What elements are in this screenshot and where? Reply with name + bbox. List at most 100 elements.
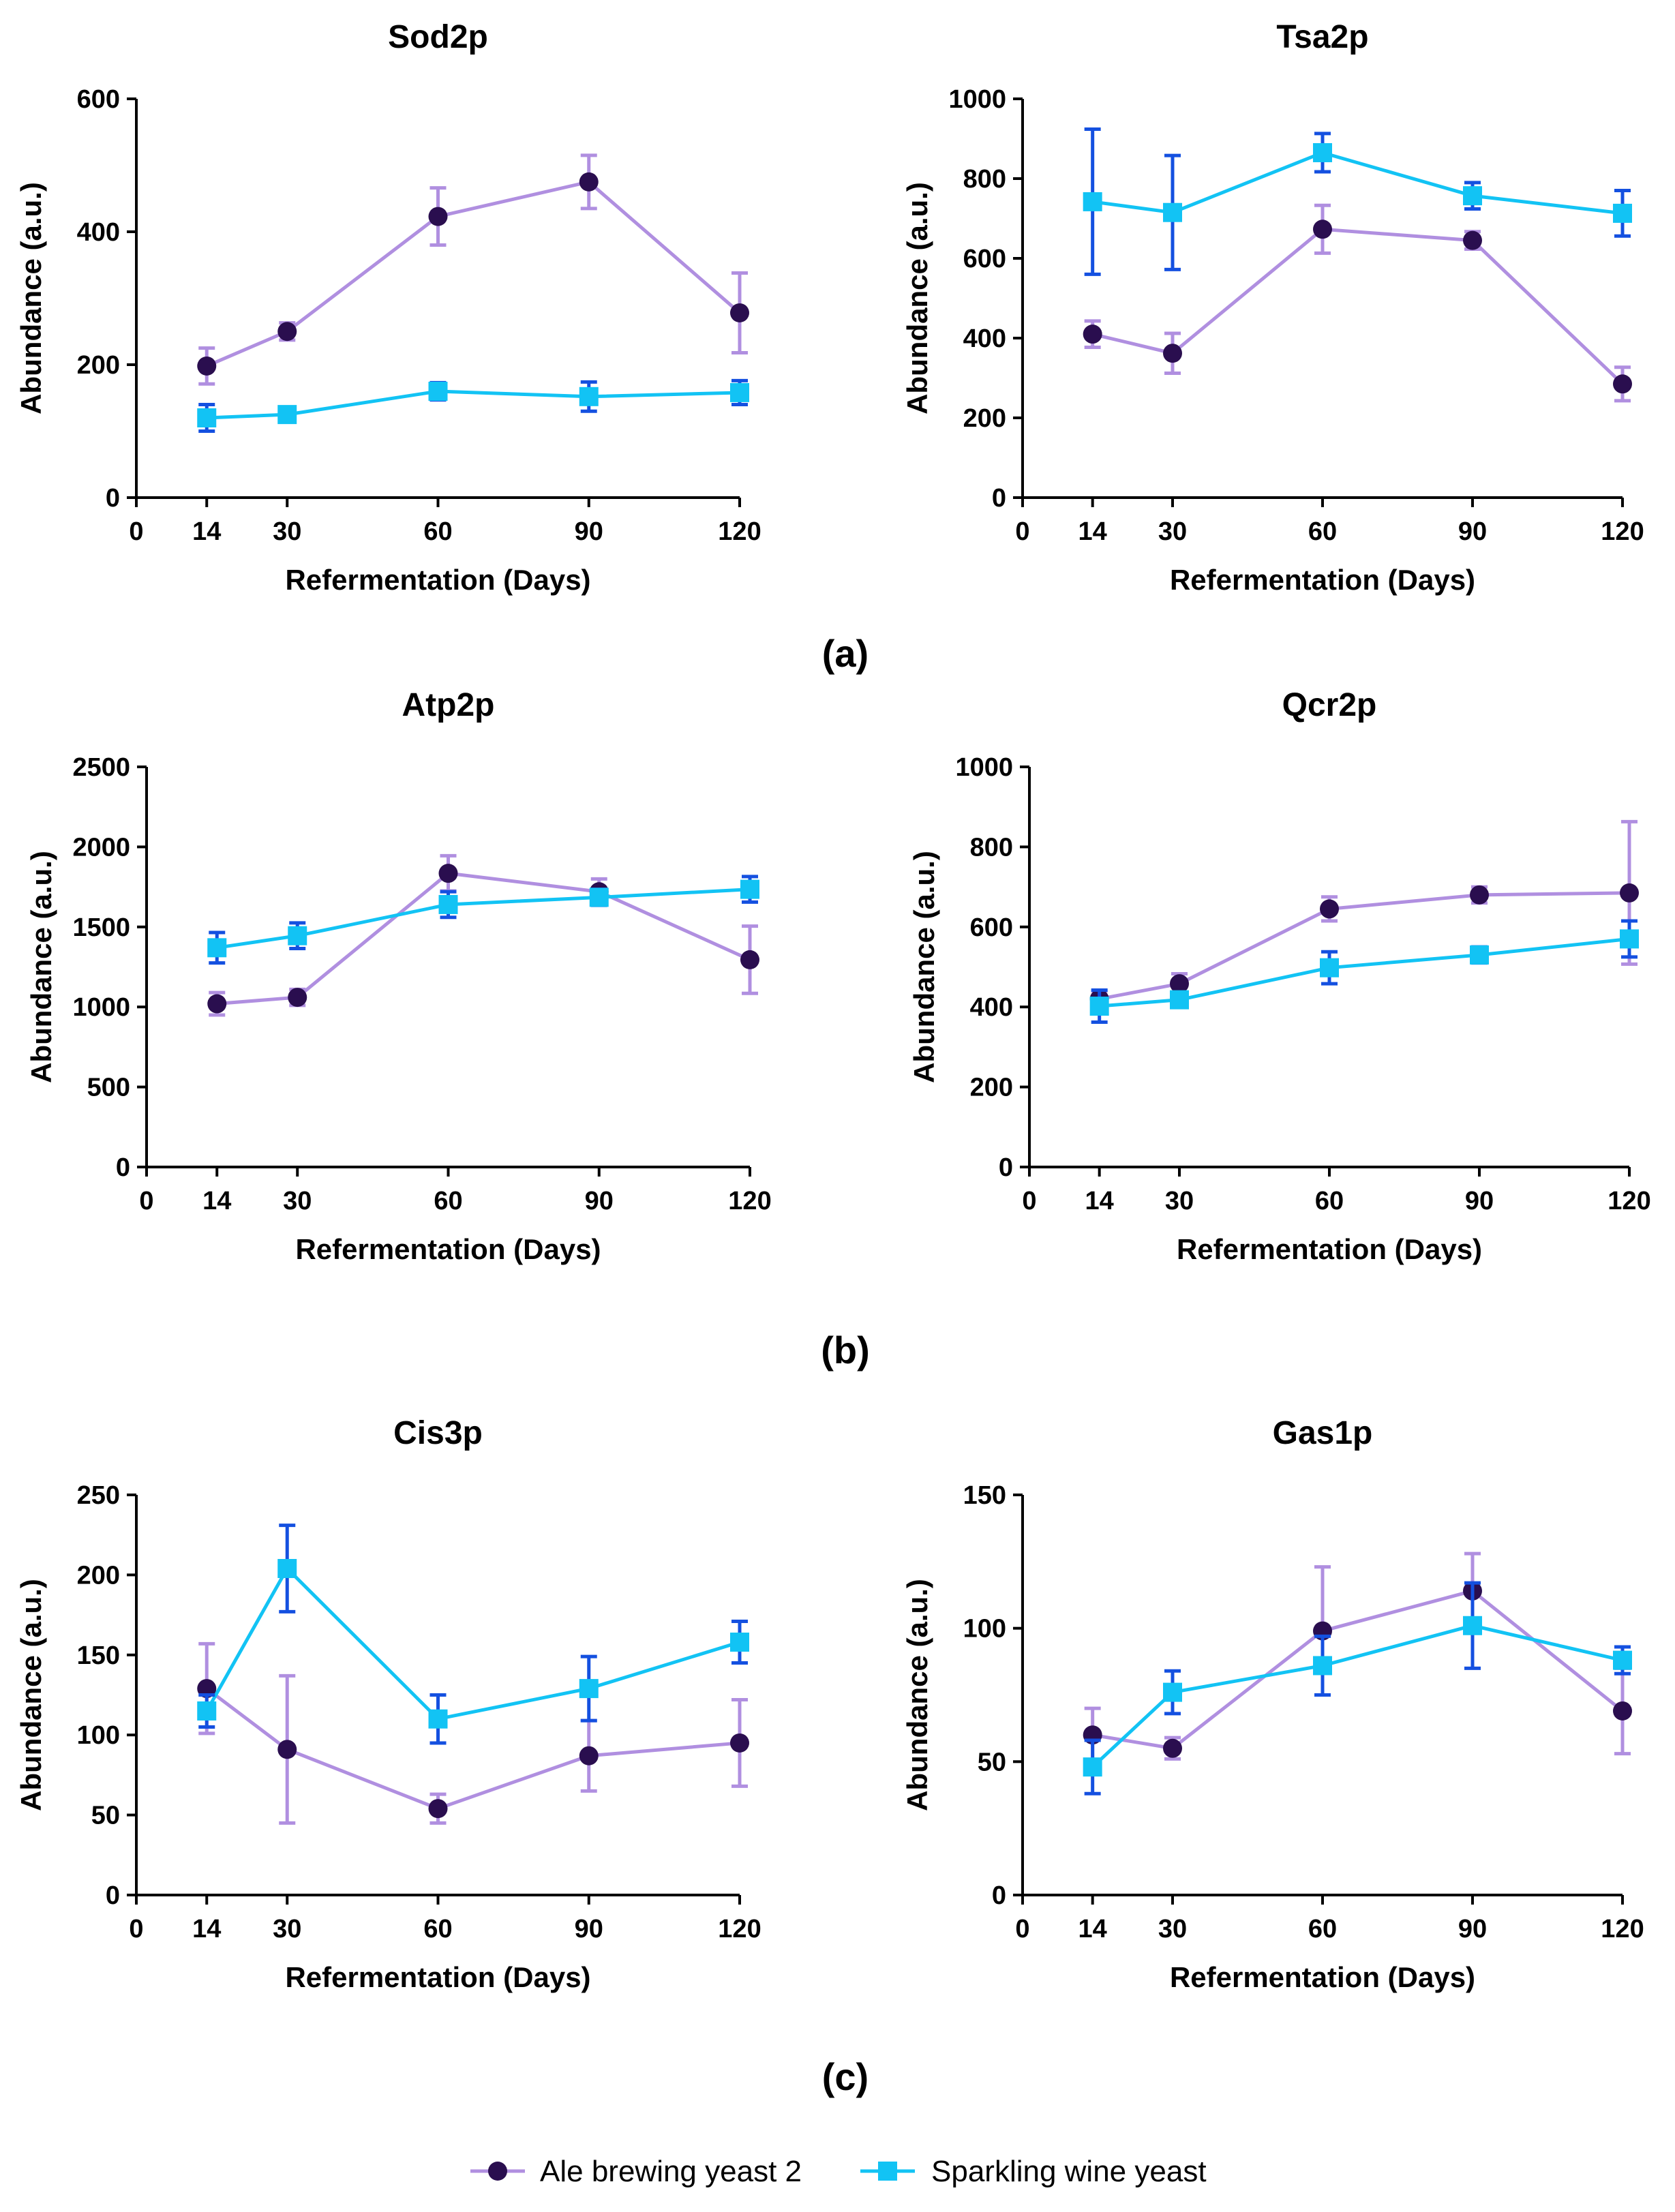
- x-tick-label: 90: [575, 517, 603, 546]
- data-point-sparkling: [438, 894, 458, 914]
- x-tick-label: 120: [718, 517, 761, 546]
- data-point-sparkling: [1620, 929, 1639, 949]
- y-tick-label: 400: [970, 993, 1013, 1022]
- chart-title: Qcr2p: [1282, 687, 1377, 723]
- series-sparkling: [1083, 1581, 1632, 1796]
- chart-gas1p: Gas1p 0 50 100 150 0 14 30 60 90 120 Refermentation…: [901, 1415, 1644, 1993]
- data-point-ale: [730, 1733, 749, 1753]
- x-tick-label: 30: [283, 1187, 312, 1215]
- data-point-sparkling: [1089, 997, 1109, 1016]
- y-tick-label: 600: [963, 245, 1006, 273]
- y-tick-label: 1000: [72, 993, 130, 1022]
- panel-label-c: (c): [822, 2055, 869, 2098]
- data-point-sparkling: [1613, 1650, 1632, 1670]
- data-point-sparkling: [1463, 186, 1482, 206]
- data-point-ale: [277, 1740, 297, 1759]
- x-axis-label: Refermentation (Days): [1170, 564, 1475, 596]
- x-axis-label: Refermentation (Days): [285, 564, 590, 596]
- y-tick-label: 50: [91, 1802, 120, 1830]
- y-tick-label: 200: [970, 1074, 1013, 1102]
- chart-title: Tsa2p: [1276, 19, 1368, 55]
- y-axis-label: Abundance (a.u.): [15, 1579, 47, 1811]
- x-tick-label: 14: [192, 517, 221, 546]
- circle-marker-icon: [488, 2162, 507, 2181]
- legend-label-sparkling: Sparkling wine yeast: [931, 2155, 1207, 2188]
- data-point-sparkling: [1313, 1656, 1332, 1676]
- x-tick-label: 14: [192, 1915, 221, 1943]
- y-axis-label: Abundance (a.u.): [901, 182, 933, 414]
- data-point-sparkling: [579, 387, 599, 406]
- data-point-ale: [428, 1799, 448, 1819]
- data-point-ale: [579, 1746, 599, 1766]
- data-point-ale: [1613, 374, 1632, 394]
- x-tick-label: 90: [575, 1915, 603, 1943]
- x-tick-label: 30: [273, 517, 301, 546]
- data-point-ale: [740, 950, 759, 969]
- series-sparkling: [207, 875, 759, 965]
- x-axis-label: Refermentation (Days): [1177, 1233, 1482, 1265]
- y-tick-label: 0: [116, 1153, 130, 1182]
- y-tick-label: 50: [978, 1748, 1006, 1776]
- x-tick-label: 14: [1085, 1187, 1114, 1215]
- x-tick-label: 30: [1158, 1915, 1187, 1943]
- data-point-sparkling: [1170, 990, 1189, 1010]
- chart-atp2p: Atp2p 0 500 1000 1500 2000 2500 0 14 30 60 90 120 Ref…: [25, 687, 772, 1265]
- data-point-sparkling: [197, 1701, 217, 1721]
- panel-label-b: (b): [821, 1329, 870, 1372]
- data-point-sparkling: [1613, 203, 1632, 223]
- data-point-ale: [1470, 885, 1489, 905]
- data-point-sparkling: [207, 938, 227, 958]
- y-tick-label: 0: [106, 484, 120, 513]
- x-tick-label: 0: [129, 517, 143, 546]
- x-tick-label: 30: [1165, 1187, 1194, 1215]
- data-point-sparkling: [197, 408, 217, 427]
- series-sparkling: [1089, 919, 1639, 1025]
- x-tick-label: 120: [728, 1187, 771, 1215]
- data-point-sparkling: [589, 888, 609, 907]
- data-point-sparkling: [428, 382, 448, 401]
- chart-qcr2p: Qcr2p 0 200 400 600 800 1000 0 14 30 60 90 120 Referm…: [908, 687, 1651, 1265]
- data-point-ale: [288, 988, 307, 1007]
- y-tick-label: 200: [963, 404, 1006, 433]
- x-tick-label: 90: [1458, 517, 1487, 546]
- legend-item-ale: Ale brewing yeast 2: [470, 2155, 802, 2188]
- x-tick-label: 120: [1601, 1915, 1644, 1943]
- y-tick-label: 400: [963, 324, 1006, 353]
- x-tick-label: 90: [1458, 1915, 1487, 1943]
- y-axis-label: Abundance (a.u.): [901, 1579, 933, 1811]
- data-point-sparkling: [730, 382, 749, 402]
- x-tick-label: 120: [1601, 517, 1644, 546]
- data-point-sparkling: [1083, 192, 1102, 211]
- x-axis-label: Refermentation (Days): [295, 1233, 601, 1265]
- y-tick-label: 0: [999, 1153, 1013, 1182]
- x-tick-label: 60: [423, 1915, 452, 1943]
- data-point-ale: [1620, 883, 1639, 903]
- data-point-ale: [1170, 974, 1189, 994]
- legend: Ale brewing yeast 2 Sparkling wine yeast: [470, 2155, 1207, 2188]
- x-axis-label: Refermentation (Days): [1170, 1961, 1475, 1993]
- data-point-sparkling: [1083, 1757, 1102, 1777]
- y-tick-label: 200: [77, 351, 120, 380]
- chart-title: Cis3p: [393, 1415, 483, 1451]
- y-tick-label: 600: [77, 85, 120, 114]
- data-point-sparkling: [288, 926, 307, 945]
- y-tick-label: 150: [963, 1481, 1006, 1510]
- chart-sod2p: Sod2p 0 200 400 600 0 14 30 60 90 120 Refermentatio…: [15, 19, 761, 596]
- x-tick-label: 14: [1078, 1915, 1107, 1943]
- data-point-ale: [438, 864, 458, 883]
- y-axis-label: Abundance (a.u.): [908, 851, 940, 1083]
- y-tick-label: 250: [77, 1481, 120, 1510]
- y-tick-label: 200: [77, 1561, 120, 1590]
- x-tick-label: 60: [1315, 1187, 1344, 1215]
- series-sparkling: [197, 1524, 749, 1745]
- data-point-sparkling: [1320, 958, 1339, 978]
- x-tick-label: 90: [1465, 1187, 1494, 1215]
- data-point-ale: [730, 303, 749, 322]
- chart-cis3p: Cis3p 0 50 100 150 200 250 0 14 30 60 90 120 Refermen…: [15, 1415, 761, 1993]
- y-tick-label: 0: [992, 1881, 1006, 1910]
- data-point-sparkling: [1463, 1616, 1482, 1635]
- chart-tsa2p: Tsa2p 0 200 400 600 800 1000 0 14 30 60 90 120 Referm…: [901, 19, 1644, 596]
- data-point-ale: [1163, 344, 1182, 363]
- data-point-sparkling: [579, 1679, 599, 1699]
- y-tick-label: 1500: [72, 913, 130, 942]
